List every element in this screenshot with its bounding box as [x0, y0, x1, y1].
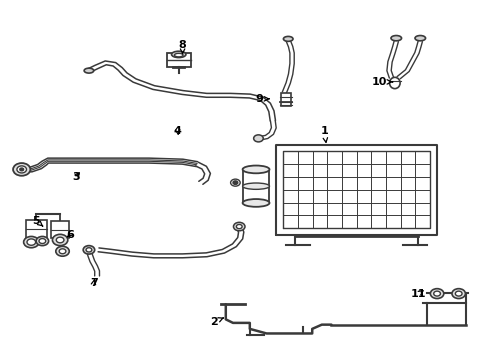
Circle shape	[430, 289, 444, 298]
Ellipse shape	[172, 51, 186, 58]
Circle shape	[233, 222, 245, 231]
Text: 4: 4	[174, 126, 182, 136]
Ellipse shape	[174, 53, 183, 57]
Circle shape	[455, 291, 462, 296]
Circle shape	[17, 166, 26, 173]
Circle shape	[452, 289, 466, 298]
Circle shape	[52, 234, 68, 246]
Ellipse shape	[283, 36, 293, 41]
Ellipse shape	[243, 199, 270, 207]
Circle shape	[59, 249, 66, 254]
Circle shape	[56, 246, 69, 256]
Text: 6: 6	[66, 230, 74, 240]
Circle shape	[434, 291, 441, 296]
Circle shape	[86, 248, 92, 252]
Text: 1: 1	[320, 126, 328, 142]
Circle shape	[20, 168, 24, 171]
Ellipse shape	[243, 183, 270, 189]
Circle shape	[39, 239, 46, 243]
Bar	[281, 93, 291, 106]
Circle shape	[13, 163, 30, 176]
Ellipse shape	[84, 68, 94, 73]
Text: 11: 11	[411, 289, 427, 298]
Circle shape	[254, 135, 263, 142]
Circle shape	[27, 239, 36, 245]
Circle shape	[231, 179, 240, 186]
Bar	[51, 221, 69, 238]
Text: 8: 8	[179, 40, 187, 54]
Bar	[25, 220, 47, 239]
Circle shape	[36, 237, 49, 246]
Text: 5: 5	[32, 216, 43, 226]
Circle shape	[56, 237, 64, 243]
Text: 10: 10	[372, 77, 392, 87]
Text: 2: 2	[210, 317, 223, 327]
Text: 7: 7	[90, 278, 98, 288]
Circle shape	[236, 224, 242, 229]
Ellipse shape	[391, 36, 401, 41]
Text: 3: 3	[72, 172, 80, 182]
Circle shape	[83, 246, 95, 254]
Ellipse shape	[415, 36, 425, 41]
Text: 9: 9	[255, 94, 269, 104]
Circle shape	[233, 181, 238, 184]
Ellipse shape	[390, 77, 400, 89]
Circle shape	[24, 237, 39, 248]
Ellipse shape	[243, 166, 270, 173]
Bar	[167, 53, 191, 67]
